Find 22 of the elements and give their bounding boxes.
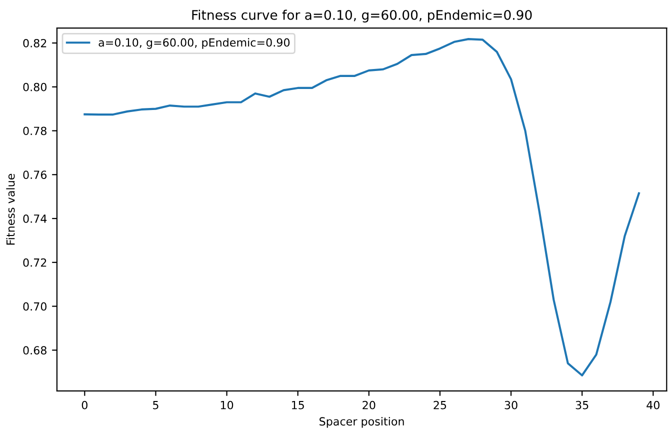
y-tick-label: 0.74 [23,214,47,223]
x-tick-label: 35 [576,400,588,410]
y-tick-label: 0.78 [23,126,46,136]
x-tick-label: 15 [292,401,304,410]
chart-title: Fitness curve for a=0.10, g=60.00, pEndemic=0.90 [192,10,532,22]
y-tick-label: 0.76 [23,170,47,180]
x-tick-label: 0 [82,400,88,410]
x-tick-label: 40 [646,400,660,410]
x-tick-label: 25 [434,400,446,410]
legend-label: a=0.10, g=60.00, pEndemic=0.90 [98,38,290,49]
y-tick-label: 0.82 [23,38,46,48]
y-tick-label: 0.72 [23,258,46,267]
y-axis-title: Fitness value [6,174,15,245]
line-series [84,38,640,376]
x-tick-label: 5 [153,401,158,410]
y-tick-label: 0.80 [23,82,46,92]
y-tick-label: 0.70 [23,302,46,311]
x-axis-title: Spacer position [320,416,404,428]
x-tick-label: 10 [220,400,234,410]
y-tick-label: 0.68 [23,346,46,355]
x-tick-label: 20 [362,400,376,410]
x-tick-label: 30 [504,400,518,410]
